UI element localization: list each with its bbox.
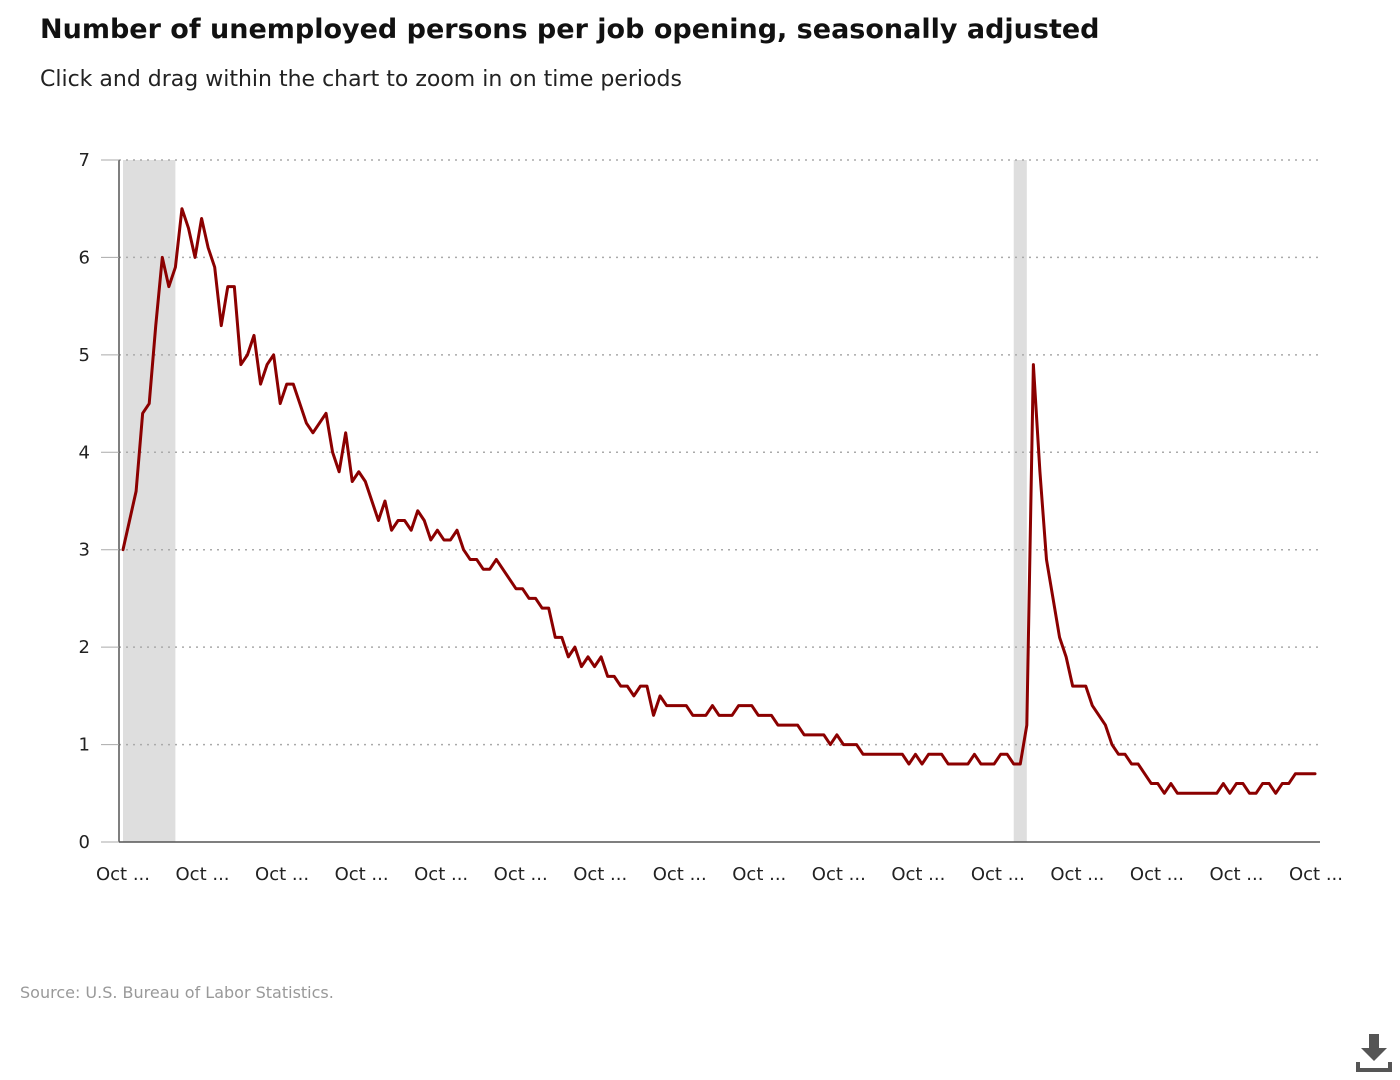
x-tick-label: Oct ...	[1289, 864, 1343, 885]
x-tick-label: Oct ...	[335, 864, 389, 885]
y-tick-label: 6	[79, 247, 90, 268]
download-button[interactable]	[1352, 1030, 1396, 1074]
x-tick-label: Oct ...	[255, 864, 309, 885]
series-line[interactable]	[121, 207, 1317, 795]
x-axis-ticks: Oct ... Oct ... Oct ... Oct ... Oct ... Oct .…	[96, 864, 1343, 885]
recession-band-1	[123, 160, 176, 842]
x-tick-label: Oct ...	[971, 864, 1025, 885]
x-tick-label: Oct ...	[573, 864, 627, 885]
y-tick-label: 5	[79, 345, 90, 366]
x-tick-label: Oct ...	[1209, 864, 1263, 885]
x-tick-label: Oct ...	[494, 864, 548, 885]
y-tick-label: 7	[79, 150, 90, 171]
x-tick-label: Oct ...	[732, 864, 786, 885]
x-tick-label: Oct ...	[176, 864, 230, 885]
source-note: Source: U.S. Bureau of Labor Statistics.	[20, 983, 334, 1002]
x-tick-label: Oct ...	[96, 864, 150, 885]
y-tick-label: 1	[79, 735, 90, 756]
recession-band-2	[1013, 160, 1027, 842]
download-icon	[1356, 1034, 1392, 1072]
y-tick-label: 0	[79, 832, 90, 853]
x-tick-label: Oct ...	[414, 864, 468, 885]
y-axis-ticks: 0 1 2 3 4 5 6 7	[79, 150, 119, 853]
y-tick-label: 3	[79, 540, 90, 561]
y-tick-label: 2	[79, 637, 90, 658]
y-tick-label: 4	[79, 442, 90, 463]
x-tick-label: Oct ...	[812, 864, 866, 885]
chart-subtitle: Click and drag within the chart to zoom …	[40, 67, 682, 92]
gridlines	[119, 159, 1318, 746]
x-tick-label: Oct ...	[1130, 864, 1184, 885]
axes	[118, 160, 1320, 843]
x-tick-label: Oct ...	[891, 864, 945, 885]
chart-title: Number of unemployed persons per job ope…	[40, 14, 1100, 45]
series-group	[121, 207, 1317, 795]
recession-bands	[123, 160, 1027, 842]
x-tick-label: Oct ...	[1050, 864, 1104, 885]
x-tick-label: Oct ...	[653, 864, 707, 885]
